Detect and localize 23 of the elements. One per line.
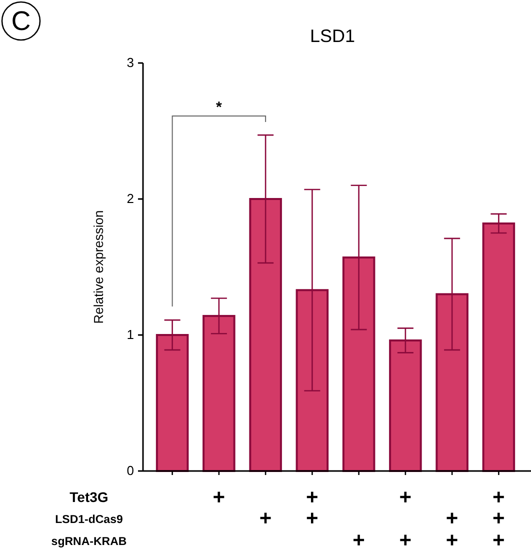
- category-label: sgRNA-KRAB: [51, 536, 127, 548]
- text: +: [306, 507, 318, 530]
- y-axis-title: Relative expression: [91, 210, 106, 324]
- chart-title: LSD1: [310, 26, 356, 46]
- y-tick-label: 1: [126, 327, 134, 342]
- text: +: [399, 529, 412, 552]
- text: +: [259, 507, 272, 530]
- text: +: [492, 486, 505, 509]
- text: +: [446, 507, 458, 530]
- annotation: *: [216, 99, 222, 116]
- text: +: [492, 529, 505, 552]
- y-tick-label: 0: [126, 463, 134, 478]
- category-label: Tet3G: [70, 489, 108, 505]
- text: +: [306, 486, 318, 509]
- text: +: [492, 507, 505, 530]
- category-label: LSD1-dCas9: [55, 514, 123, 526]
- y-tick-label: 3: [126, 55, 134, 70]
- text: +: [352, 529, 365, 552]
- text: +: [446, 529, 458, 552]
- text: +: [399, 486, 412, 509]
- y-tick-label: 2: [126, 191, 134, 206]
- text: +: [212, 486, 226, 509]
- text: C: [11, 6, 31, 36]
